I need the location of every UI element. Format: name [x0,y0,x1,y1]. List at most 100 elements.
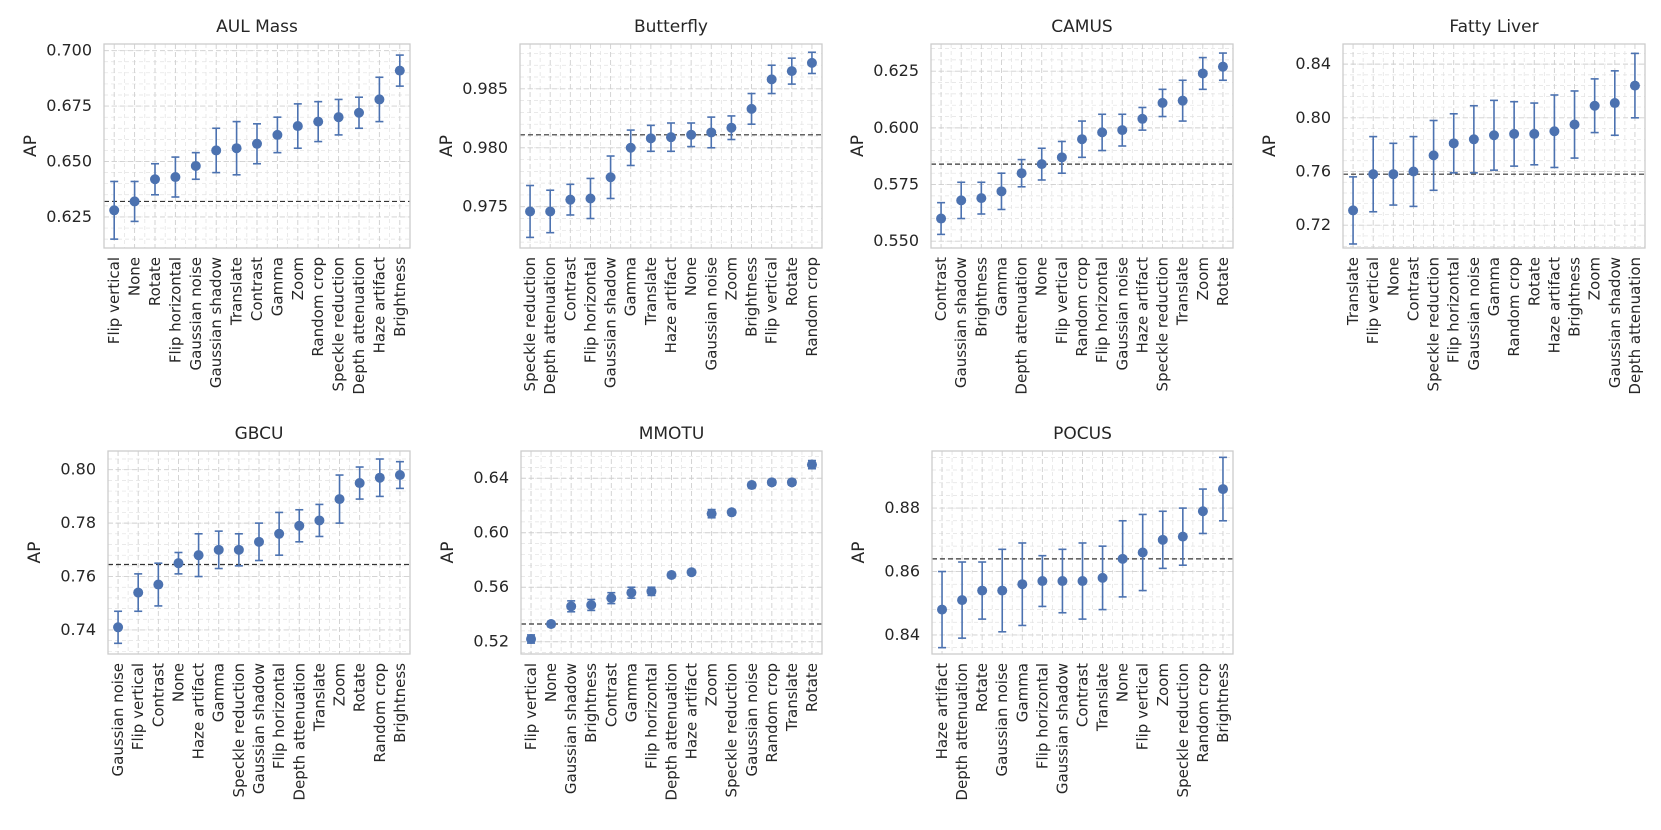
x-tick-label: Contrast [1074,663,1092,727]
data-point [334,494,345,505]
chart-title: Fatty Liver [1449,17,1538,37]
data-point [806,57,817,68]
x-tick-label: Speckle reduction [330,257,348,391]
y-tick-label: 0.60 [473,523,509,542]
x-tick-label: Gaussian noise [187,257,205,370]
data-point [1428,150,1439,161]
data-point [394,470,405,481]
x-tick-label: None [1033,257,1051,296]
y-tick-label: 0.550 [873,231,919,250]
chart-title: POCUS [1053,424,1112,444]
x-tick-label: Gaussian noise [1465,257,1483,370]
data-point [686,567,697,578]
y-tick-label: 0.700 [46,41,92,60]
x-tick-label: Zoom [1586,257,1604,300]
data-point [1197,506,1208,517]
data-point [1388,169,1399,180]
data-point [1197,68,1208,79]
data-point [1016,168,1027,179]
x-tick-label: Gaussian shadow [250,663,268,794]
x-tick-label: Flip horizontal [581,257,599,363]
x-tick-label: Flip vertical [522,663,540,750]
data-point [1057,576,1068,587]
data-point [1177,95,1188,106]
data-point [546,619,557,630]
data-point [1217,484,1228,495]
y-axis-label: AP [848,135,868,157]
x-tick-label: Translate [1344,257,1362,326]
x-tick-label: Translate [310,663,328,732]
data-point [605,172,616,183]
x-tick-label: Random crop [1505,257,1523,357]
data-point [666,569,677,580]
x-tick-label: Rotate [1525,257,1543,306]
x-tick-label: Flip vertical [105,257,123,344]
x-tick-label: Gamma [1013,663,1031,722]
y-axis-label: AP [849,542,869,564]
panel-aul-mass: 0.625 0.650 0.675 0.700 Flip vertical None Rot… [21,17,411,395]
x-tick-label: Random crop [1073,257,1091,357]
x-tick-label: Flip vertical [1134,663,1152,750]
chart-title: MMOTU [639,424,705,444]
x-tick-label: Random crop [1194,663,1212,763]
x-tick-label: Haze artifact [933,663,951,759]
y-axis-label: AP [1260,135,1280,157]
data-point [766,74,777,85]
panel-gbcu: 0.74 0.76 0.78 0.80 Gaussian noise Flip verti… [25,424,411,801]
data-point [626,587,637,598]
y-tick-label: 0.72 [1295,215,1331,234]
x-tick-label: Rotate [351,663,369,712]
data-point [646,586,657,597]
data-point [170,172,181,183]
x-tick-label: None [1384,257,1402,296]
data-point [1036,159,1047,170]
x-tick-label: Rotate [783,257,801,306]
data-point [996,186,1007,197]
data-point [1077,134,1087,145]
x-tick-label: Contrast [149,663,167,727]
data-point [374,94,385,105]
data-point [786,477,797,488]
x-tick-label: Flip horizontal [270,663,288,769]
chart-title: GBCU [235,424,284,444]
data-point [354,107,364,118]
data-point [977,585,988,596]
x-tick-label: Depth attenuation [1626,257,1644,395]
x-tick-label: None [169,663,187,702]
x-tick-label: Random crop [803,257,821,357]
data-point [1157,97,1168,108]
data-point [153,579,164,590]
y-tick-label: 0.80 [60,460,96,479]
x-tick-label: Depth attenuation [663,663,681,801]
x-tick-label: Contrast [932,257,950,321]
data-point [231,143,242,154]
data-point [374,472,385,483]
y-tick-label: 0.980 [462,138,508,157]
x-tick-label: Contrast [561,257,579,321]
x-tick-label: Speckle reduction [1174,663,1192,797]
x-tick-label: Contrast [248,257,266,321]
x-tick-label: Gaussian noise [702,257,720,370]
panel-butterfly: 0.975 0.980 0.985 Speckle reduction Depth at… [437,17,823,395]
data-point [190,160,201,171]
x-tick-label: Flip vertical [1053,257,1071,344]
x-tick-label: Zoom [1154,663,1172,706]
axes-frame [519,43,823,249]
data-point [1589,100,1600,111]
y-axis-label: AP [25,542,45,564]
data-point [313,116,324,127]
y-axis-label: AP [21,135,41,157]
x-tick-label: Brightness [972,257,990,337]
data-point [545,206,556,217]
x-tick-label: Flip horizontal [1445,257,1463,363]
x-tick-label: Depth attenuation [1013,257,1031,395]
x-tick-label: Zoom [1194,257,1212,300]
data-point [566,601,577,612]
x-tick-label: Gaussian shadow [952,257,970,388]
data-point [233,544,244,555]
data-point [1408,166,1419,177]
x-tick-label: Haze artifact [1545,257,1563,353]
data-point [213,544,224,555]
